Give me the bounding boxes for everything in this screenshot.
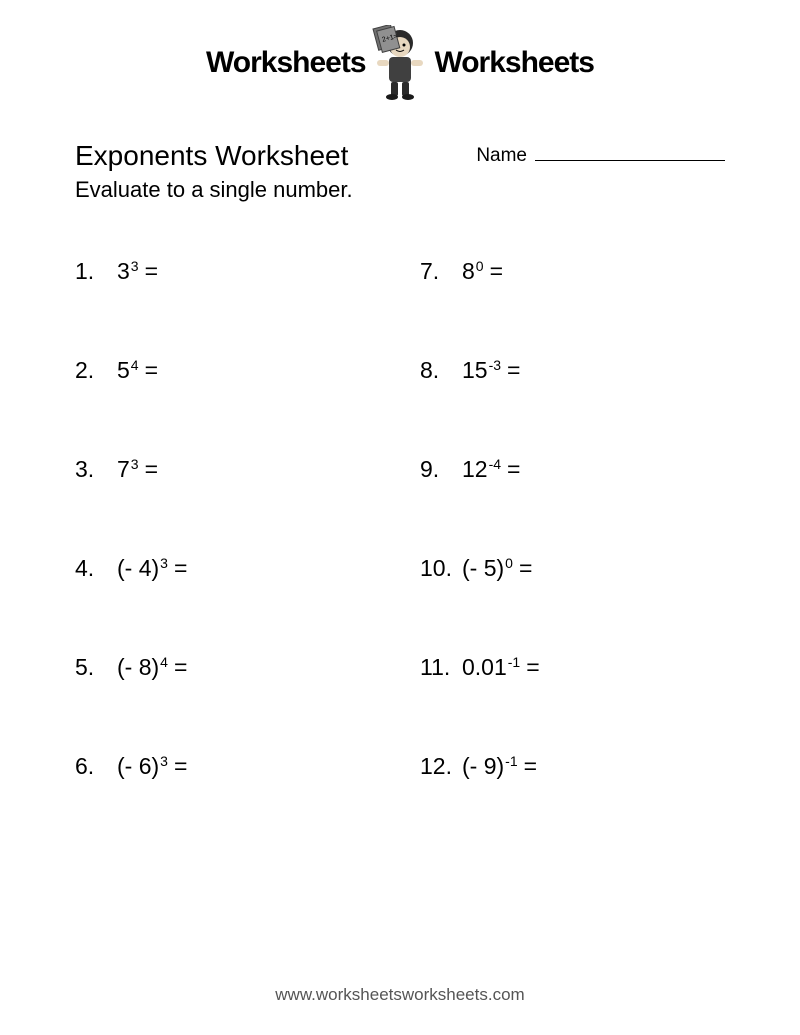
worksheet-title: Exponents Worksheet bbox=[75, 140, 348, 172]
problem-2: 2. 54 = bbox=[75, 357, 380, 384]
exponent: -1 bbox=[505, 753, 517, 769]
name-label: Name bbox=[476, 145, 527, 167]
exponent: -4 bbox=[489, 456, 501, 472]
equals: = bbox=[174, 753, 187, 780]
exponent: 0 bbox=[476, 258, 484, 274]
equals: = bbox=[490, 258, 503, 285]
problem-number: 1. bbox=[75, 258, 117, 285]
exponent: 3 bbox=[160, 753, 168, 769]
problem-5: 5. (- 8)4 = bbox=[75, 654, 380, 681]
problem-number: 10. bbox=[420, 555, 462, 582]
problem-number: 11. bbox=[420, 654, 462, 681]
problem-number: 4. bbox=[75, 555, 117, 582]
problem-11: 11. 0.01-1 = bbox=[420, 654, 725, 681]
base: 12 bbox=[462, 456, 488, 483]
mascot-icon: 2+1= bbox=[365, 25, 435, 100]
problem-number: 5. bbox=[75, 654, 117, 681]
problem-expression: 80 = bbox=[462, 258, 503, 285]
problems-column-left: 1. 33= 2. 54= 3. 73= 4. (- 4)3 = 5. bbox=[75, 258, 380, 780]
problem-expression: (- 4)3 = bbox=[117, 555, 187, 582]
problem-1: 1. 33 = bbox=[75, 258, 380, 285]
equals: = bbox=[519, 555, 532, 582]
problems-column-right: 7. 80= 8. 15 -3= 9. 12-4 = 10. (- 5)0 = … bbox=[420, 258, 725, 780]
equals: = bbox=[524, 753, 537, 780]
base: 15 bbox=[462, 357, 488, 384]
problem-number: 6. bbox=[75, 753, 117, 780]
equals: = bbox=[145, 258, 158, 285]
equals: = bbox=[507, 357, 520, 384]
problems-grid: 1. 33= 2. 54= 3. 73= 4. (- 4)3 = 5. bbox=[0, 228, 800, 780]
exponent: -1 bbox=[508, 654, 520, 670]
base: 8 bbox=[462, 258, 475, 285]
equals: = bbox=[174, 654, 187, 681]
problem-8: 8. 15 -3 = bbox=[420, 357, 725, 384]
base: (- 8) bbox=[117, 654, 159, 681]
problem-9: 9. 12-4 = bbox=[420, 456, 725, 483]
problem-4: 4. (- 4)3 = bbox=[75, 555, 380, 582]
problem-number: 3. bbox=[75, 456, 117, 483]
exponent: 0 bbox=[505, 555, 513, 571]
header-row: Exponents Worksheet Name bbox=[0, 110, 800, 177]
exponent: 4 bbox=[160, 654, 168, 670]
exponent: -3 bbox=[489, 357, 501, 373]
base: 7 bbox=[117, 456, 130, 483]
equals: = bbox=[507, 456, 520, 483]
problem-number: 2. bbox=[75, 357, 117, 384]
base: (- 4) bbox=[117, 555, 159, 582]
problem-12: 12. (- 9)-1 = bbox=[420, 753, 725, 780]
base: 5 bbox=[117, 357, 130, 384]
base: 3 bbox=[117, 258, 130, 285]
problem-number: 9. bbox=[420, 456, 462, 483]
problem-3: 3. 73 = bbox=[75, 456, 380, 483]
exponent: 4 bbox=[131, 357, 139, 373]
equals: = bbox=[526, 654, 539, 681]
problem-expression: 12-4 = bbox=[462, 456, 520, 483]
problem-10: 10. (- 5)0 = bbox=[420, 555, 725, 582]
equals: = bbox=[145, 456, 158, 483]
logo-container: Worksheets 2+1= bbox=[0, 0, 800, 110]
base: (- 5) bbox=[462, 555, 504, 582]
instruction-text: Evaluate to a single number. bbox=[0, 177, 800, 228]
problem-6: 6. (- 6)3 = bbox=[75, 753, 380, 780]
problem-expression: (- 9)-1 = bbox=[462, 753, 537, 780]
problem-expression: (- 6)3 = bbox=[117, 753, 187, 780]
equals: = bbox=[145, 357, 158, 384]
footer-url: www.worksheetsworksheets.com bbox=[0, 985, 800, 1005]
exponent: 3 bbox=[131, 456, 139, 472]
name-field: Name bbox=[476, 140, 725, 167]
problem-expression: 33 = bbox=[117, 258, 158, 285]
problem-expression: 15 -3 = bbox=[462, 357, 520, 384]
problem-number: 8. bbox=[420, 357, 462, 384]
exponent: 3 bbox=[131, 258, 139, 274]
base: (- 6) bbox=[117, 753, 159, 780]
problem-number: 7. bbox=[420, 258, 462, 285]
equals: = bbox=[174, 555, 187, 582]
logo-text-left: Worksheets bbox=[206, 46, 366, 80]
problem-expression: (- 8)4 = bbox=[117, 654, 187, 681]
base: (- 9) bbox=[462, 753, 504, 780]
base: 0.01 bbox=[462, 654, 507, 681]
problem-expression: 73 = bbox=[117, 456, 158, 483]
problem-7: 7. 80 = bbox=[420, 258, 725, 285]
problem-expression: (- 5)0 = bbox=[462, 555, 532, 582]
name-input-line[interactable] bbox=[535, 160, 725, 161]
exponent: 3 bbox=[160, 555, 168, 571]
problem-expression: 0.01-1 = bbox=[462, 654, 540, 681]
logo-text-right: Worksheets bbox=[434, 46, 594, 80]
problem-number: 12. bbox=[420, 753, 462, 780]
problem-expression: 54 = bbox=[117, 357, 158, 384]
logo: Worksheets 2+1= bbox=[206, 25, 594, 100]
